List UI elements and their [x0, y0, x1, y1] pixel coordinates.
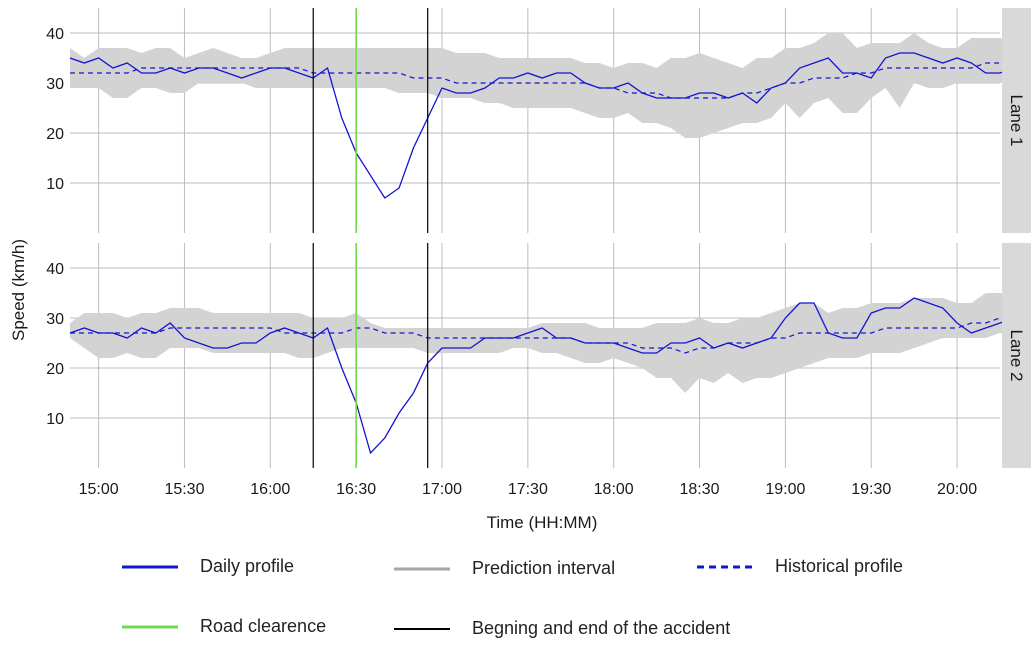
facet-strip: [1002, 243, 1031, 468]
x-tick-label: 18:00: [594, 481, 634, 498]
y-axis-label: Speed (km/h): [9, 239, 28, 341]
y-tick-label: 30: [46, 311, 64, 328]
y-tick-label: 40: [46, 26, 64, 43]
daily-profile-line: [69, 52, 1015, 199]
legend-swatch-historical: [697, 565, 753, 568]
y-tick-label: 30: [46, 76, 64, 93]
x-tick-label: 18:30: [680, 481, 720, 498]
historical-profile-line: [70, 62, 1015, 99]
prediction-interval-band: [70, 33, 1015, 138]
legend-swatch-accident: [394, 627, 450, 630]
y-tick-label: 10: [46, 411, 64, 428]
daily-profile-line: [69, 297, 1015, 455]
y-tick-label: 20: [46, 126, 64, 143]
x-tick-label: 20:00: [937, 481, 977, 498]
chart: 10 20 30 40 Lane 1 10 20 30 40 Lane 2 15:00 15:30 16…: [9, 8, 1031, 532]
facet-strip-label: Lane 1: [1007, 95, 1026, 147]
x-tick-label: 15:30: [164, 481, 204, 498]
facet-strip-label: Lane 2: [1007, 330, 1026, 382]
legend-label-historical: Historical profile: [775, 556, 904, 576]
panel-1: 10 20 30 40 Lane 1: [46, 8, 1031, 233]
legend-label-daily: Daily profile: [200, 556, 295, 576]
x-tick-label: 17:00: [422, 481, 462, 498]
y-tick-label: 10: [46, 176, 64, 193]
x-tick-label: 19:30: [851, 481, 891, 498]
legend-label-interval: Prediction interval: [472, 558, 616, 578]
legend-label-accident: Begning and end of the accident: [472, 618, 731, 638]
legend-item-accident: Begning and end of the accident: [394, 618, 730, 639]
legend-label-clearance: Road clearence: [200, 616, 327, 636]
legend: Daily profile Prediction interval Histor…: [0, 540, 1031, 646]
facet-strip: [1002, 8, 1031, 233]
legend-item-historical: Historical profile: [697, 556, 903, 577]
x-tick-label: 16:00: [250, 481, 290, 498]
prediction-interval-band: [70, 293, 1015, 393]
legend-swatch-interval: [394, 567, 450, 570]
legend-item-daily: Daily profile: [122, 556, 294, 577]
panels-layer: 10 20 30 40 Lane 1 10 20 30 40 Lane 2 15:00 15:30 16…: [46, 8, 1031, 498]
legend-item-interval: Prediction interval: [394, 558, 615, 579]
x-tick-label: 15:00: [79, 481, 119, 498]
y-tick-label: 40: [46, 261, 64, 278]
legend-swatch-clearance: [122, 625, 178, 628]
x-tick-label: 17:30: [508, 481, 548, 498]
legend-item-clearance: Road clearence: [122, 616, 326, 637]
x-tick-label: 16:30: [336, 481, 376, 498]
panel-2: 10 20 30 40 Lane 2: [46, 243, 1031, 468]
legend-swatch-daily: [122, 565, 178, 568]
x-tick-label: 19:00: [765, 481, 805, 498]
y-tick-label: 20: [46, 361, 64, 378]
x-axis-label: Time (HH:MM): [487, 513, 598, 532]
